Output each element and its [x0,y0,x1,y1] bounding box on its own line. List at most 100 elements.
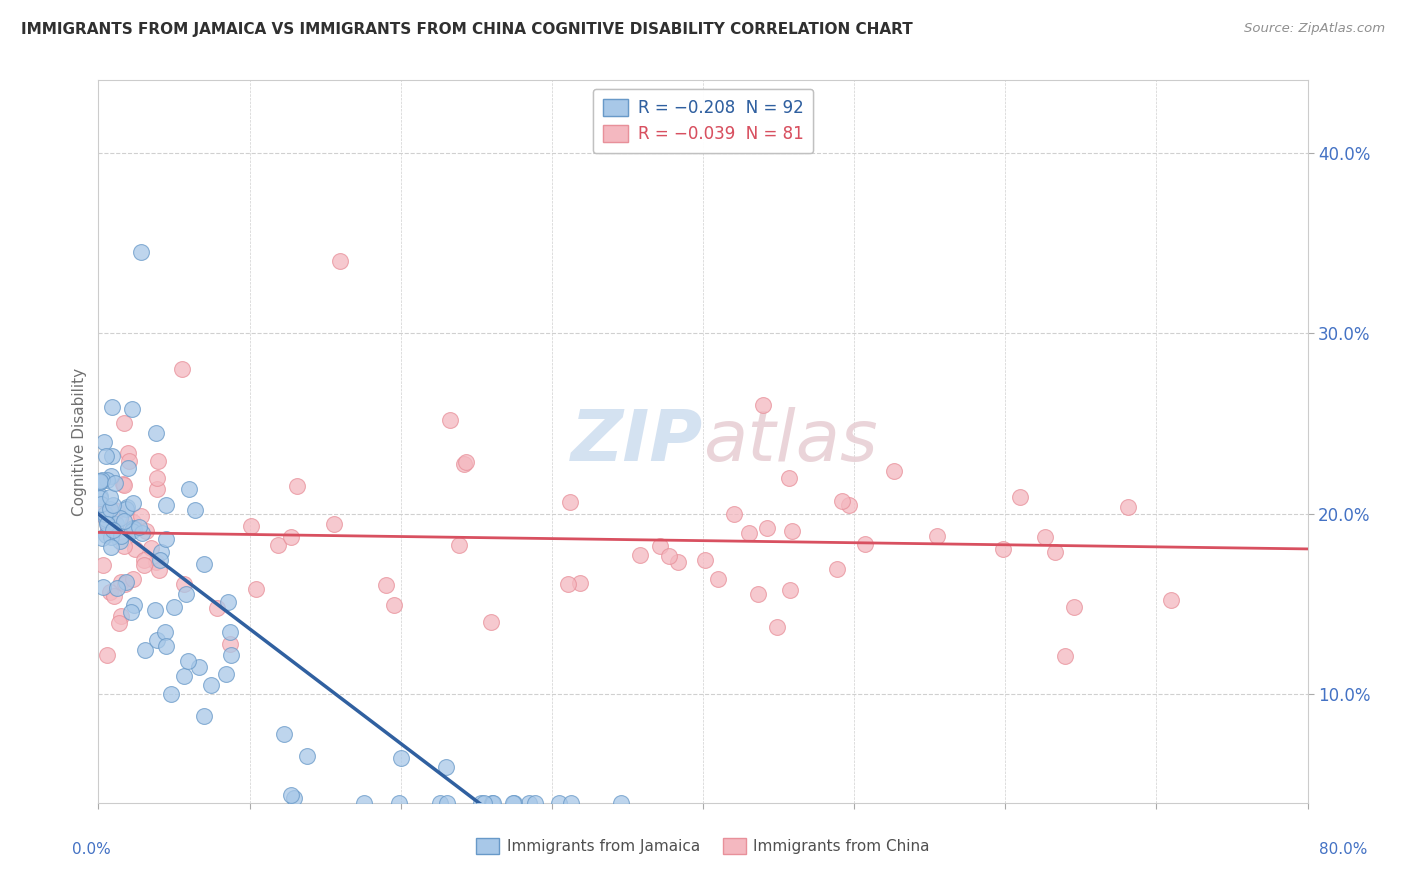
Text: 0.0%: 0.0% [72,842,111,856]
Point [101,401,124,415]
Point [115,500,138,514]
Point [110,574,132,589]
Point [94,528,117,542]
Point [925,529,948,543]
Point [107,615,129,630]
Point [163,600,186,615]
Point [115,574,138,589]
Point [831,494,853,508]
Point [114,577,136,591]
Point [1033,530,1056,544]
Point [439,413,461,427]
Point [388,796,411,810]
Point [91,473,114,487]
Point [353,796,375,810]
Point [666,555,689,569]
Point [779,582,801,597]
Point [112,416,135,430]
Point [173,576,195,591]
Point [101,498,124,512]
Point [177,654,200,668]
Point [98,584,121,599]
Point [114,502,136,516]
Point [112,477,135,491]
Point [429,796,451,810]
Point [329,253,352,268]
Point [474,796,496,810]
Point [135,524,157,538]
Point [389,750,412,764]
Point [90,497,112,511]
Point [273,727,295,741]
Point [200,678,222,692]
Point [658,549,681,563]
Point [100,530,122,544]
Point [128,519,150,533]
Point [146,482,169,496]
Point [838,498,860,512]
Point [266,538,288,552]
Point [1063,599,1085,614]
Point [143,603,166,617]
Point [737,526,759,541]
Point [436,796,458,810]
Point [122,523,145,537]
Text: 80.0%: 80.0% [1319,842,1367,856]
Point [91,558,114,573]
Point [502,796,524,810]
Point [479,615,502,630]
Point [96,522,118,536]
Point [1054,648,1077,663]
Point [121,496,143,510]
Point [470,796,492,810]
Point [96,516,118,531]
Point [782,524,804,538]
Point [122,599,145,613]
Point [94,449,117,463]
Text: ZIP: ZIP [571,407,703,476]
Point [481,796,503,810]
Point [145,425,167,440]
Point [117,461,139,475]
Point [149,553,172,567]
Point [117,446,139,460]
Point [105,523,128,537]
Point [101,450,124,464]
Point [145,556,167,570]
Point [90,507,112,521]
Point [187,660,209,674]
Point [375,578,398,592]
Point [219,637,242,651]
Point [120,605,142,619]
Point [110,609,132,624]
Point [89,475,111,490]
Point [121,572,143,586]
Point [706,572,728,586]
Point [96,473,118,487]
Point [96,515,118,529]
Point [560,796,582,810]
Point [160,687,183,701]
Point [1043,545,1066,559]
Point [557,577,579,591]
Point [297,749,319,764]
Point [240,519,263,533]
Point [517,796,540,810]
Point [112,539,135,553]
Point [98,502,121,516]
Point [524,796,547,810]
Point [170,362,193,376]
Point [96,648,118,662]
Point [89,489,111,503]
Point [107,504,129,518]
Point [548,796,571,810]
Point [481,796,503,810]
Point [110,511,132,525]
Point [149,545,172,559]
Point [193,557,215,571]
Point [723,507,745,521]
Point [610,796,633,810]
Point [447,538,470,552]
Point [105,581,128,595]
Point [100,490,122,504]
